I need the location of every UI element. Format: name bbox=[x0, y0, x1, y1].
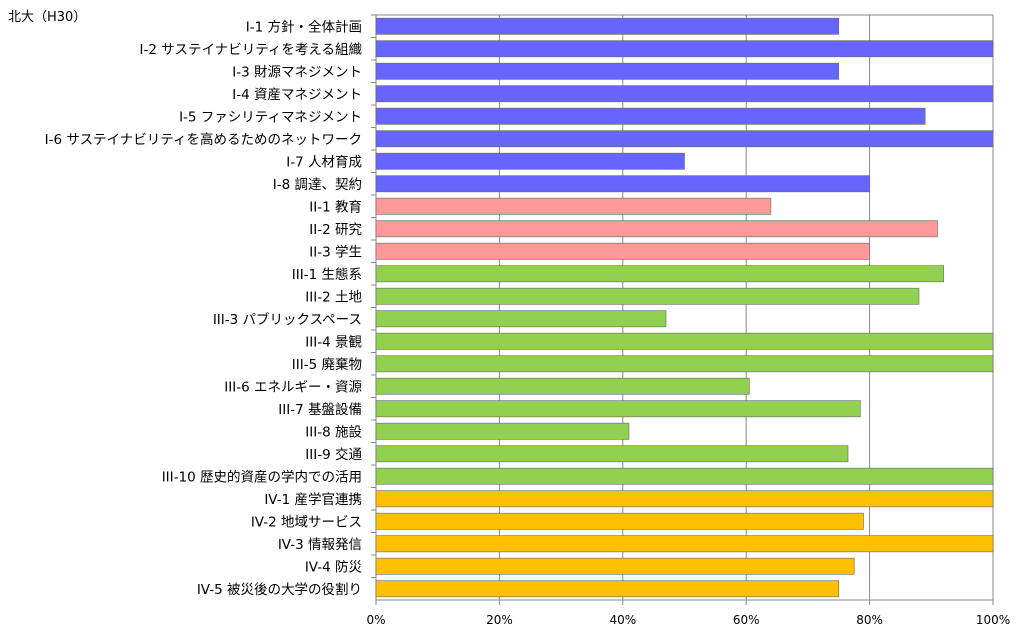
category-label: III-6 エネルギー・資源 bbox=[224, 379, 362, 395]
category-label: III-1 生態系 bbox=[292, 267, 362, 283]
bar bbox=[375, 62, 840, 80]
bar bbox=[375, 422, 630, 440]
category-label: IV-2 地域サービス bbox=[251, 514, 362, 530]
category-label: I-6 サステイナビリティを高めるためのネットワーク bbox=[45, 131, 362, 148]
bar bbox=[375, 377, 750, 395]
bar bbox=[375, 175, 870, 193]
chart-corner-label: 北大（H30） bbox=[8, 10, 87, 25]
category-label: III-9 交通 bbox=[305, 446, 362, 463]
category-label: III-4 景観 bbox=[305, 333, 362, 350]
category-label: I-3 財源マネジメント bbox=[232, 64, 362, 80]
bar bbox=[375, 310, 667, 328]
category-label: IV-3 情報発信 bbox=[278, 537, 362, 553]
category-label: III-2 土地 bbox=[305, 289, 362, 305]
bar bbox=[375, 580, 840, 598]
category-label: I-1 方針・全体計画 bbox=[246, 18, 362, 35]
bar bbox=[375, 332, 994, 350]
category-label: II-1 教育 bbox=[309, 199, 362, 215]
bar bbox=[375, 107, 926, 125]
bar bbox=[375, 197, 772, 215]
bar bbox=[375, 242, 870, 260]
category-label: I-5 ファシリティマネジメント bbox=[179, 109, 362, 125]
category-label: II-3 学生 bbox=[309, 244, 362, 260]
category-label: IV-4 防災 bbox=[305, 559, 363, 575]
bar bbox=[375, 400, 861, 418]
bar bbox=[375, 85, 994, 103]
category-label: I-4 資産マネジメント bbox=[232, 87, 362, 103]
category-label: IV-5 被災後の大学の役割り bbox=[197, 581, 362, 598]
bar bbox=[375, 130, 994, 148]
x-tick-label: 40% bbox=[609, 613, 636, 627]
bar bbox=[375, 265, 944, 283]
x-tick-label: 0% bbox=[366, 613, 385, 627]
category-label: III-10 歴史的資産の学内での活用 bbox=[162, 469, 362, 485]
x-tick-label: 80% bbox=[856, 613, 883, 627]
category-label: IV-1 産学官連携 bbox=[264, 492, 362, 508]
x-tick-label: 60% bbox=[733, 613, 760, 627]
bar bbox=[375, 557, 855, 575]
category-label: II-2 研究 bbox=[309, 222, 362, 238]
category-label: I-7 人材育成 bbox=[286, 154, 362, 170]
category-label: III-5 廃棄物 bbox=[292, 356, 362, 373]
bar bbox=[375, 467, 994, 485]
x-tick-label: 20% bbox=[486, 613, 513, 627]
category-label: III-7 基盤設備 bbox=[278, 401, 362, 418]
bar bbox=[375, 535, 994, 553]
category-label: I-8 調達、契約 bbox=[273, 177, 362, 193]
bar bbox=[375, 40, 994, 58]
bar bbox=[375, 152, 685, 170]
category-label: III-8 施設 bbox=[305, 424, 362, 440]
bar bbox=[375, 512, 864, 530]
bar bbox=[375, 17, 840, 35]
bar bbox=[375, 355, 994, 373]
x-tick-label: 100% bbox=[976, 613, 1010, 627]
bar bbox=[375, 490, 994, 508]
bar bbox=[375, 445, 849, 463]
category-label: I-2 サステイナビリティを考える組織 bbox=[140, 42, 363, 58]
bar bbox=[375, 220, 938, 238]
category-label: III-3 パブリックスペース bbox=[213, 311, 362, 328]
bar bbox=[375, 287, 920, 305]
plot-area bbox=[375, 14, 994, 601]
